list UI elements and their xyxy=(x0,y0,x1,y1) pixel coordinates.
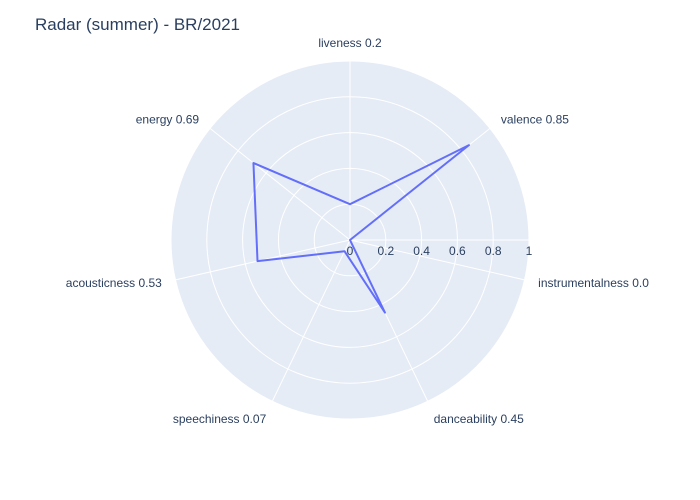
grid-spoke xyxy=(271,239,351,402)
chart-title: Radar (summer) - BR/2021 xyxy=(35,15,240,34)
radial-tick-labels: 0 0.2 0.4 0.6 0.8 1 xyxy=(347,244,533,258)
radial-tick-label: 0.2 xyxy=(377,244,394,258)
axis-label-6: energy 0.69 xyxy=(136,113,200,127)
radar-series xyxy=(252,144,470,314)
radial-tick-label: 0 xyxy=(347,244,354,258)
series-line xyxy=(252,144,470,314)
axis-label-1: valence 0.85 xyxy=(501,113,569,127)
grid-spoke xyxy=(349,239,525,281)
axis-label-5: acousticness 0.53 xyxy=(66,276,162,290)
grid-spoke xyxy=(209,128,351,241)
radial-tick-label: 0.8 xyxy=(485,244,502,258)
radial-tick-label: 1 xyxy=(526,244,533,258)
axis-label-4: speechiness 0.07 xyxy=(173,412,267,426)
axis-label-0: liveness 0.2 xyxy=(318,36,382,50)
angular-axis-labels: liveness 0.2 valence 0.85 instrumentalness… xyxy=(66,36,649,426)
radial-tick-label: 0.4 xyxy=(413,244,430,258)
axis-label-3: danceability 0.45 xyxy=(434,412,524,426)
radial-tick-label: 0.6 xyxy=(449,244,466,258)
axis-label-2: instrumentalness 0.0 xyxy=(538,276,649,290)
